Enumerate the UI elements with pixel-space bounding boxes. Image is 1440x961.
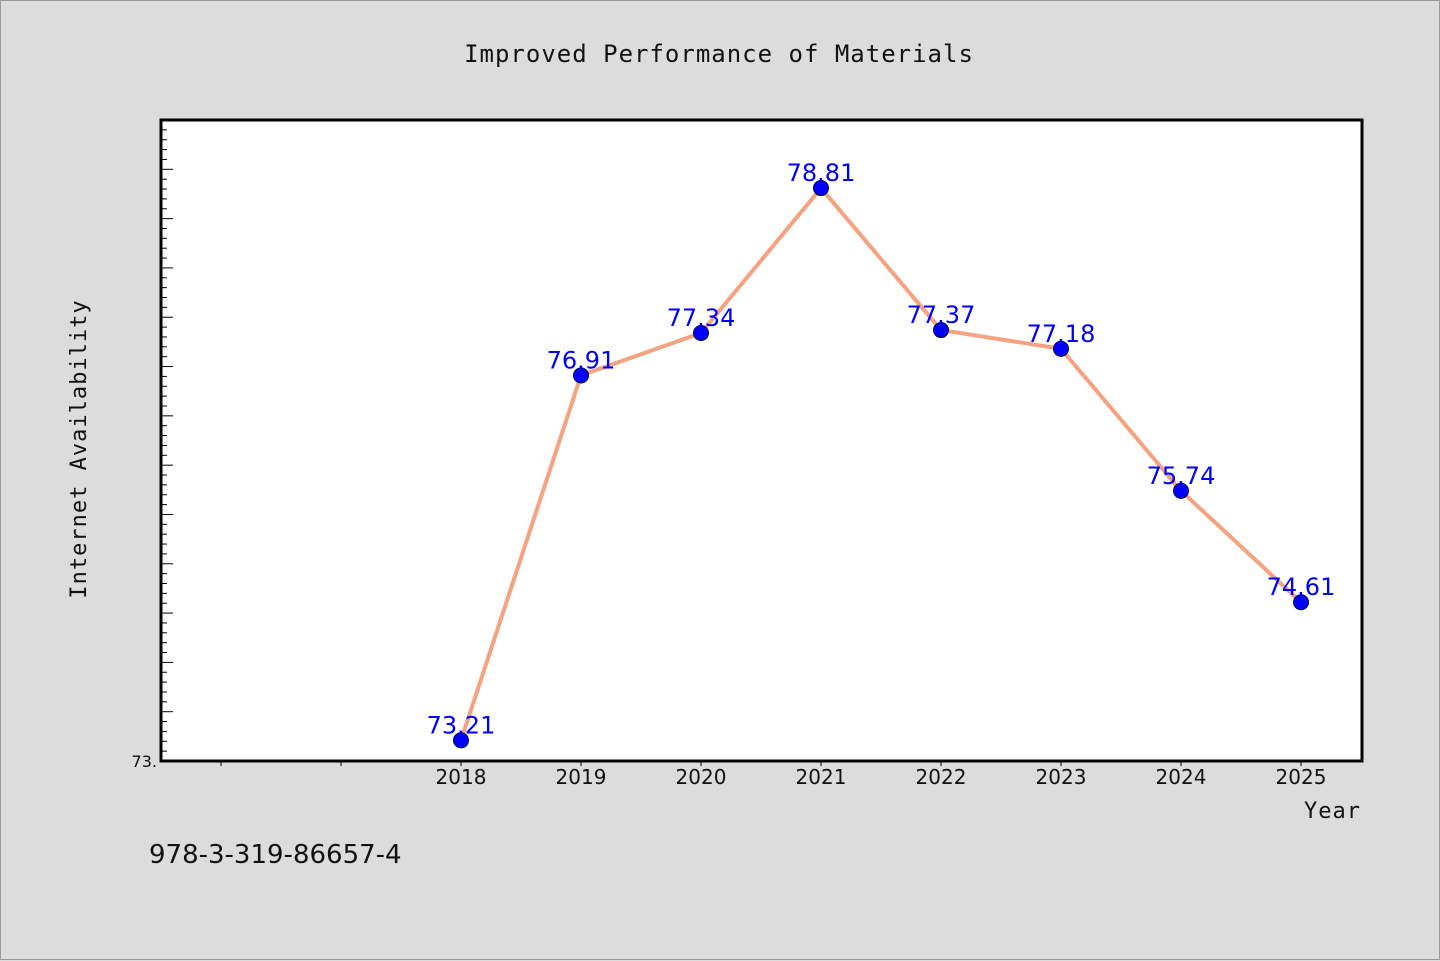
series-line-group bbox=[459, 186, 1303, 741]
chart-title: Improved Performance of Materials bbox=[464, 40, 974, 68]
x-tick-label: 2021 bbox=[796, 765, 847, 789]
data-label: 77.18 bbox=[1027, 320, 1096, 348]
data-label: 76.91 bbox=[547, 346, 616, 374]
data-point-marker bbox=[813, 180, 829, 197]
x-tick-label: 2020 bbox=[676, 765, 727, 789]
data-point-marker bbox=[1173, 482, 1189, 499]
data-label: 77.37 bbox=[907, 301, 976, 329]
data-label: 75.74 bbox=[1147, 462, 1216, 490]
data-point-marker bbox=[1053, 340, 1069, 357]
y-axis-ticks bbox=[161, 129, 173, 752]
data-point-marker bbox=[693, 325, 709, 342]
x-tick-label: 2022 bbox=[916, 765, 967, 789]
data-point-marker bbox=[573, 367, 589, 384]
data-label: 77.34 bbox=[667, 304, 736, 332]
data-label: 78.81 bbox=[787, 159, 856, 187]
y-tick-label: 73. bbox=[132, 752, 157, 771]
isbn-text: 978-3-319-86657-4 bbox=[149, 840, 402, 870]
data-point-marker bbox=[933, 322, 949, 339]
y-axis-label: Internet Availability bbox=[67, 299, 92, 598]
series-line bbox=[459, 186, 1303, 741]
series-markers bbox=[453, 180, 1309, 749]
data-point-marker bbox=[1293, 594, 1309, 611]
data-point-marker bbox=[453, 732, 469, 749]
data-labels: 73.21 76.91 77.34 78.81 77.37 77.18 75.74 74.61 bbox=[427, 159, 1336, 739]
data-label: 74.61 bbox=[1267, 573, 1336, 601]
x-axis-ticks bbox=[220, 761, 1302, 766]
plot-area bbox=[159, 118, 1364, 763]
x-tick-label: 2024 bbox=[1156, 765, 1207, 789]
x-tick-label: 2023 bbox=[1036, 765, 1087, 789]
x-tick-label: 2019 bbox=[556, 765, 607, 789]
data-label: 73.21 bbox=[427, 711, 496, 739]
x-tick-labels: 2018 2019 2020 2021 2022 2023 2024 2025 bbox=[436, 765, 1327, 789]
x-axis-label: Year bbox=[1304, 799, 1361, 824]
x-tick-label: 2018 bbox=[436, 765, 487, 789]
x-tick-label: 2025 bbox=[1276, 765, 1327, 789]
